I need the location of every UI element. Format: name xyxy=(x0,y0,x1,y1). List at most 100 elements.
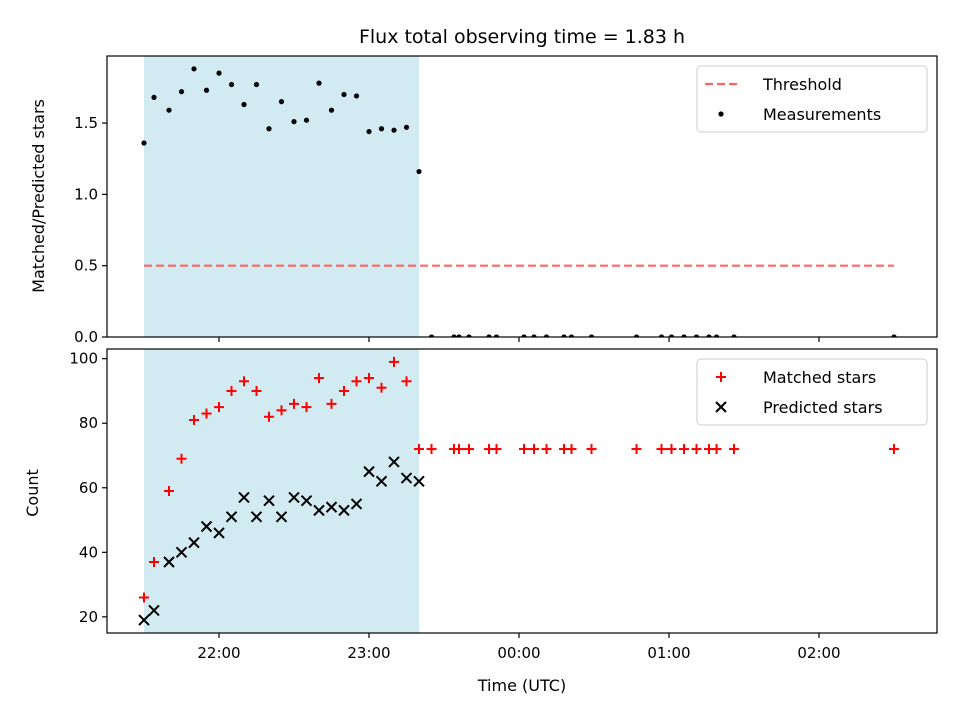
predicted-point-b xyxy=(200,520,213,533)
measurement-point xyxy=(451,334,457,337)
measurement-point xyxy=(151,94,157,100)
matched-point xyxy=(541,444,552,455)
matched-point xyxy=(301,402,312,413)
measurement-point xyxy=(466,334,472,337)
legend-predicted-swatch-b xyxy=(715,401,727,413)
y-tick-label-bottom: 20 xyxy=(79,608,98,626)
legend-matched-swatch xyxy=(716,372,726,382)
measurement-point xyxy=(366,128,372,135)
predicted-point-b xyxy=(250,511,263,523)
predicted-point xyxy=(138,614,150,626)
measurement-point xyxy=(303,117,310,123)
matched-point xyxy=(149,557,159,567)
measurement-point xyxy=(253,81,260,88)
matched-point xyxy=(326,398,337,409)
matched-point xyxy=(139,592,149,603)
predicted-point-b xyxy=(225,511,238,523)
matched-point xyxy=(276,405,287,416)
measurement-point xyxy=(191,66,197,72)
predicted-point xyxy=(175,546,188,559)
matched-point xyxy=(314,373,324,384)
predicted-point-b xyxy=(288,491,300,504)
measurement-point xyxy=(543,334,550,337)
predicted-point xyxy=(148,604,160,617)
measurement-point xyxy=(203,87,210,93)
matched-point xyxy=(729,444,739,455)
measurement-point xyxy=(681,334,687,337)
measurement-point xyxy=(561,334,567,337)
y-tick-label-top: 0.5 xyxy=(74,257,98,275)
predicted-point-b xyxy=(138,614,150,626)
predicted-point xyxy=(225,511,238,523)
predicted-point-b xyxy=(388,456,400,468)
matched-point xyxy=(226,385,237,396)
y-tick-label-bottom: 40 xyxy=(79,543,98,561)
matched-point xyxy=(491,444,502,455)
predicted-point xyxy=(300,494,313,507)
measurement-point xyxy=(291,119,297,125)
predicted-point-b xyxy=(148,604,160,617)
matched-point xyxy=(679,444,689,455)
measurement-point xyxy=(486,334,492,337)
matched-point xyxy=(376,382,387,393)
predicted-point xyxy=(400,472,413,484)
y-tick-label-top: 1.5 xyxy=(74,114,98,132)
matched-point xyxy=(529,444,539,455)
y-tick-label-bottom: 80 xyxy=(79,414,98,432)
matched-point xyxy=(401,376,412,387)
predicted-point xyxy=(238,491,250,504)
matched-point xyxy=(176,453,187,464)
measurement-point xyxy=(568,334,575,337)
x-tick-label: 23:00 xyxy=(347,644,390,662)
measurement-point xyxy=(658,334,665,337)
matched-point xyxy=(889,444,899,455)
measurement-point xyxy=(403,124,410,130)
chart-title: Flux total observing time = 1.83 h xyxy=(359,26,685,48)
measurement-point xyxy=(378,126,385,132)
predicted-point-b xyxy=(213,527,225,539)
matched-point xyxy=(239,376,249,387)
measurement-point xyxy=(521,334,527,337)
matched-point xyxy=(214,402,224,413)
measurement-point xyxy=(456,334,462,337)
measurement-point xyxy=(166,107,172,113)
legend-predicted-swatch xyxy=(715,401,727,413)
measurement-point xyxy=(316,80,322,86)
predicted-point-b xyxy=(300,494,313,507)
predicted-point xyxy=(313,504,325,517)
measurement-point xyxy=(266,126,272,132)
predicted-point-b xyxy=(263,494,275,507)
matched-point xyxy=(656,444,667,455)
matched-point xyxy=(201,408,212,419)
predicted-point-b xyxy=(338,504,350,517)
predicted-point-b xyxy=(413,475,425,488)
predicted-point xyxy=(338,504,350,517)
measurement-point xyxy=(141,140,147,146)
predicted-point xyxy=(288,491,300,504)
predicted-point xyxy=(213,527,225,539)
measurement-point xyxy=(693,334,700,337)
measurement-point xyxy=(713,334,720,337)
axes-frame-top xyxy=(106,55,938,338)
y-tick-label-bottom: 100 xyxy=(69,350,98,368)
matched-point xyxy=(189,415,199,425)
predicted-point-b xyxy=(350,498,363,510)
predicted-point xyxy=(388,456,400,468)
measurement-point xyxy=(731,334,737,337)
measurement-point xyxy=(531,334,537,337)
predicted-point xyxy=(163,556,175,568)
matched-point xyxy=(631,444,642,455)
measurement-point xyxy=(493,334,500,337)
measurement-point xyxy=(391,127,397,133)
y-axis-title-top: Matched/Predicted stars xyxy=(29,99,48,293)
predicted-point xyxy=(263,494,275,507)
measurement-point xyxy=(416,168,422,175)
measurement-point xyxy=(891,334,897,337)
matched-point xyxy=(389,356,399,367)
x-tick-label: 02:00 xyxy=(797,644,840,662)
predicted-point xyxy=(325,501,338,513)
y-axis-title-bottom: Count xyxy=(23,469,42,517)
panel-flux-ratio: 0.0 0.5 1.0 1.5 Threshold Measurements xyxy=(74,55,938,346)
legend-label: Matched stars xyxy=(763,368,876,387)
matched-point xyxy=(519,444,529,455)
